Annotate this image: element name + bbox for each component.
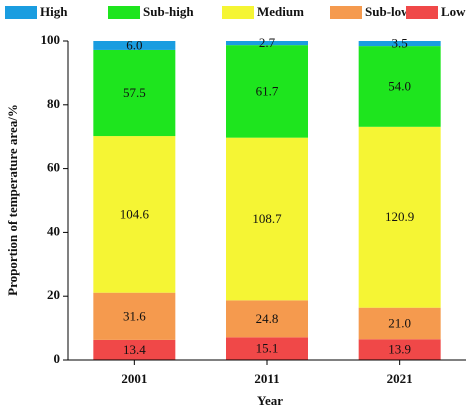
- bar-segment: [93, 292, 176, 340]
- legend-label: Sub-high: [143, 4, 194, 19]
- legend-swatch: [406, 6, 438, 19]
- data-label: 57.5: [123, 85, 146, 100]
- data-label: 13.4: [123, 342, 146, 357]
- y-tick-label: 20: [47, 287, 60, 302]
- bar-segment: [93, 49, 176, 137]
- x-axis-label: Year: [257, 393, 283, 408]
- legend-label: Low: [441, 4, 466, 19]
- data-label: 61.7: [256, 83, 279, 98]
- bar-segment: [93, 41, 176, 50]
- data-label: 24.8: [256, 311, 279, 326]
- y-axis-label: Proportion of temperature area/%: [5, 104, 20, 296]
- bar-segment: [226, 300, 308, 338]
- data-label: 6.0: [126, 37, 142, 52]
- y-tick-label: 40: [47, 223, 60, 238]
- y-tick-label: 0: [54, 351, 61, 366]
- y-tick-label: 60: [47, 160, 60, 175]
- bar-segment: [226, 137, 308, 301]
- bar-segment: [358, 307, 441, 340]
- legend-label: Medium: [257, 4, 304, 19]
- legend-label: High: [40, 4, 68, 19]
- bar-segment: [226, 45, 308, 138]
- data-label: 108.7: [252, 211, 282, 226]
- data-label: 13.9: [388, 342, 411, 357]
- data-label: 54.0: [388, 78, 411, 93]
- bar-segment: [93, 339, 176, 360]
- y-tick-label: 100: [41, 32, 61, 47]
- bar-segment: [358, 46, 441, 127]
- data-label: 104.6: [120, 206, 150, 221]
- x-tick-label: 2011: [254, 371, 279, 386]
- legend-swatch: [108, 6, 140, 19]
- data-label: 31.6: [123, 308, 146, 323]
- y-tick-label: 80: [47, 96, 60, 111]
- legend-swatch: [5, 6, 37, 19]
- bar-segment: [358, 41, 441, 47]
- bar-segment: [93, 136, 176, 293]
- x-tick-label: 2021: [387, 371, 413, 386]
- bar-segment: [358, 339, 441, 360]
- data-label: 15.1: [256, 341, 279, 356]
- legend-label: Sub-low: [365, 4, 411, 19]
- bar-segment: [226, 41, 308, 46]
- data-label: 21.0: [388, 315, 411, 330]
- x-tick-label: 2001: [121, 371, 147, 386]
- data-label: 120.9: [385, 209, 414, 224]
- data-label: 3.5: [392, 36, 408, 51]
- legend-swatch: [222, 6, 254, 19]
- data-label: 2.7: [259, 35, 276, 50]
- legend-swatch: [330, 6, 362, 19]
- bar-segment: [358, 126, 441, 308]
- bar-segment: [226, 337, 308, 360]
